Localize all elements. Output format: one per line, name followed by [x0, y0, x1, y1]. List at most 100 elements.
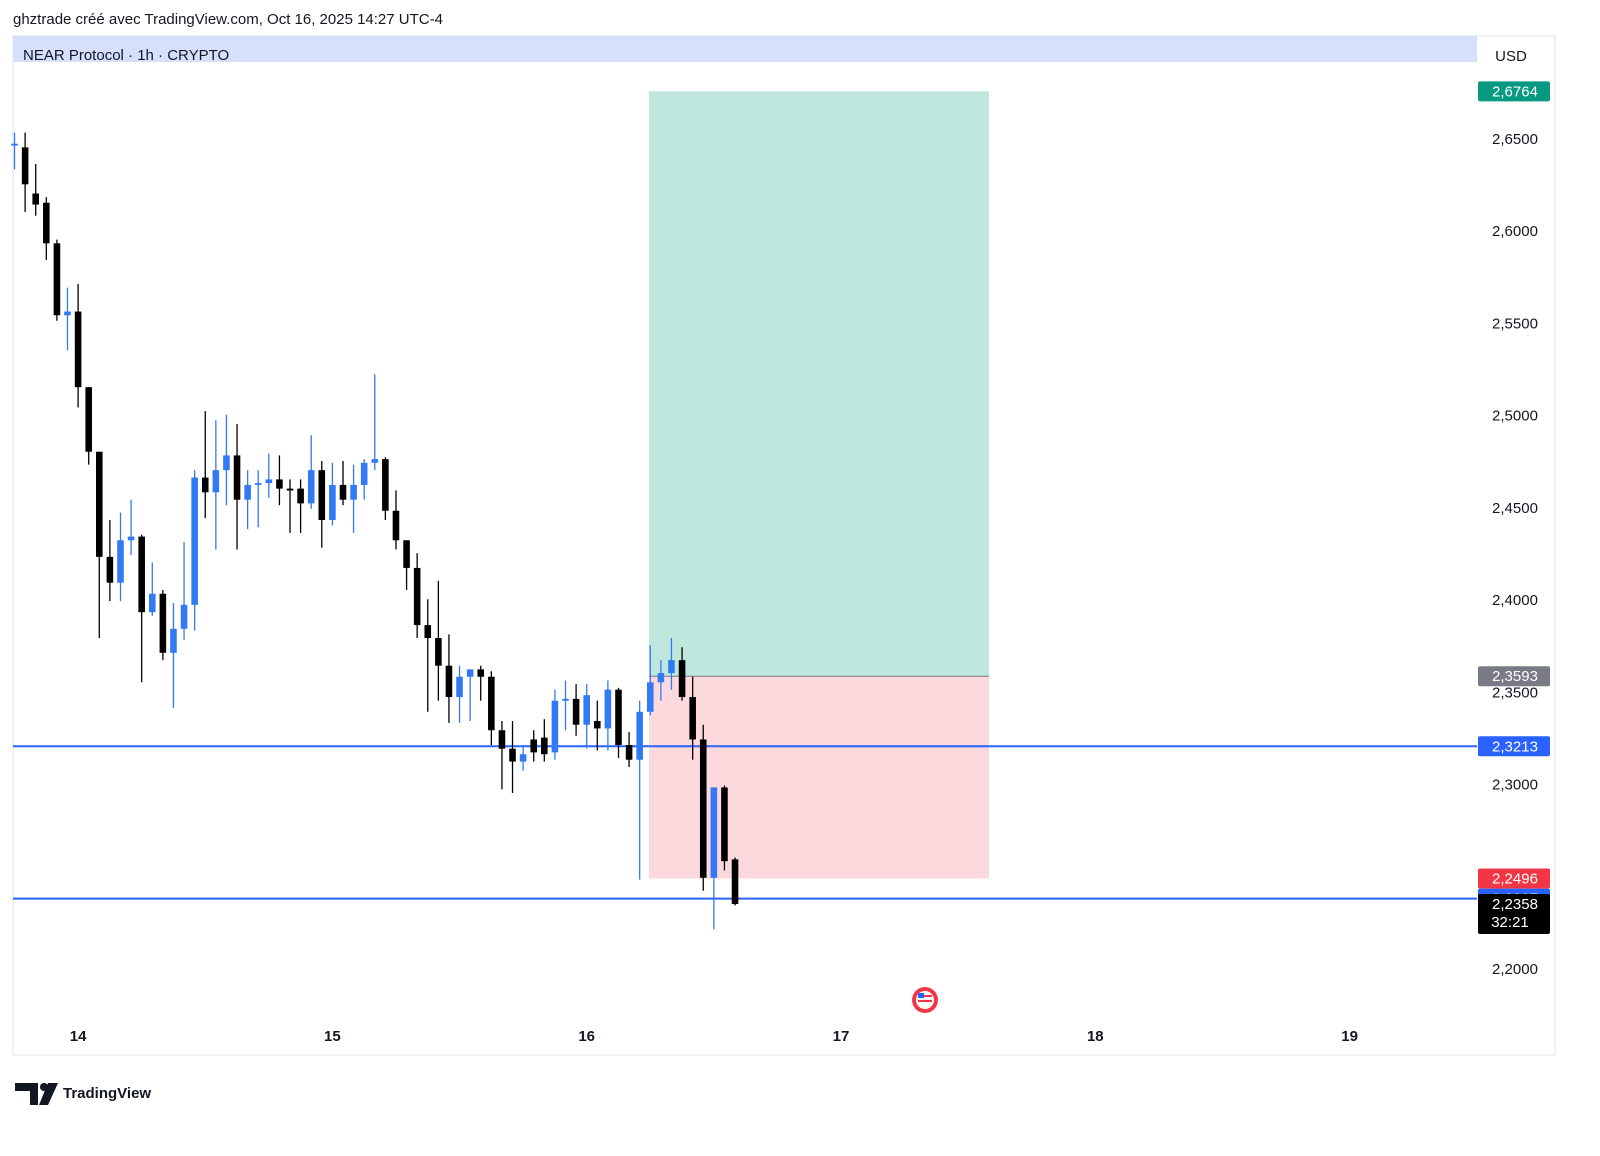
candle-body	[413, 567, 421, 626]
countdown: 32:21	[1491, 914, 1529, 931]
candle-body	[572, 698, 580, 725]
flag-stripe	[918, 995, 932, 997]
candle-body	[435, 638, 442, 666]
candle-body	[148, 593, 156, 613]
brand-name: TradingView	[63, 1085, 151, 1102]
y-tick-label: 2,6500	[1492, 131, 1538, 148]
candle-body	[201, 477, 209, 493]
logo-mark	[15, 1083, 38, 1105]
candle-body	[699, 739, 707, 878]
candle-body	[106, 556, 114, 583]
candle-body	[604, 689, 612, 729]
brand-logo	[15, 1083, 58, 1105]
y-tick-label: 2,3500	[1492, 684, 1538, 701]
candle-body	[466, 669, 474, 677]
candle-body	[170, 628, 177, 653]
x-tick-label: 18	[1087, 1028, 1104, 1045]
candle-body	[43, 202, 50, 244]
candle-body	[625, 744, 633, 760]
candle-body	[636, 711, 643, 760]
plot-layer: 2,6500 2,6000 2,5500 2,5000 2,4500 2,4000 2,35…	[11, 81, 1550, 1045]
candle-body	[64, 311, 71, 316]
candle-body	[265, 479, 273, 484]
candle-body	[488, 676, 495, 731]
last-price-label: 2,2358	[1492, 896, 1538, 913]
candle-body	[21, 147, 29, 185]
y-tick-label: 2,3000	[1492, 777, 1538, 794]
candle-body	[339, 484, 347, 500]
candle-body	[233, 455, 241, 500]
candle-body	[117, 540, 124, 583]
candle-body	[286, 488, 294, 491]
y-tick-label: 2,5500	[1492, 315, 1538, 332]
candle-body	[85, 387, 92, 452]
stop-badge	[1478, 868, 1550, 889]
line-price-label: 2,3213	[1492, 738, 1538, 755]
candle-body	[477, 669, 485, 677]
y-tick-label: 2,6000	[1492, 223, 1538, 240]
candle-body	[583, 695, 590, 725]
candle-body	[138, 536, 145, 613]
candle-body	[562, 698, 569, 701]
candle-body	[32, 193, 39, 205]
candle-body	[615, 689, 622, 745]
currency: USD	[1495, 48, 1527, 65]
candle-body	[646, 682, 654, 712]
symbol-title: NEAR Protocol · 1h · CRYPTO	[23, 47, 229, 64]
candle-body	[689, 697, 696, 740]
candle-body	[127, 536, 135, 541]
candle-body	[329, 484, 336, 520]
candle-body	[297, 488, 304, 504]
y-tick-label: 2,5000	[1492, 408, 1538, 425]
candle-body	[159, 593, 167, 653]
flag-canton	[918, 993, 924, 998]
stop-label: 2,2496	[1492, 871, 1538, 888]
candle-body	[95, 451, 103, 557]
target-label: 2,6764	[1492, 83, 1538, 100]
flag-stripe	[918, 1000, 932, 1002]
target-badge	[1478, 81, 1550, 102]
x-tick-label: 19	[1341, 1028, 1358, 1045]
candle-body	[657, 673, 665, 683]
candle-body	[371, 459, 379, 463]
x-tick-label: 16	[578, 1028, 595, 1045]
candle-body	[424, 625, 432, 639]
candle-body	[382, 459, 389, 511]
candle-body	[212, 470, 220, 493]
target-zone	[649, 91, 989, 677]
event-marker	[912, 987, 938, 1013]
candle-body	[350, 484, 357, 500]
candle-body	[180, 604, 188, 629]
candle-body	[53, 243, 61, 316]
logo-mark	[39, 1083, 58, 1105]
candle-body	[519, 754, 527, 762]
candle-body	[710, 787, 718, 878]
candle-body	[191, 477, 198, 605]
candle-body	[244, 484, 251, 500]
entry-badge	[1478, 666, 1550, 687]
y-tick-label: 2,4000	[1492, 592, 1538, 609]
candle-body	[403, 540, 410, 568]
candle-body	[498, 730, 506, 749]
x-tick-label: 14	[70, 1028, 87, 1045]
candle-body	[509, 748, 516, 762]
candle-body	[541, 737, 548, 755]
candle-body	[594, 721, 601, 729]
candle-body	[731, 859, 739, 904]
symbol-bar	[13, 36, 1477, 62]
candle-body	[721, 787, 728, 862]
last-price-badge	[1478, 893, 1550, 934]
candle-body	[276, 479, 283, 489]
attribution: ghztrade créé avec TradingView.com, Oct …	[13, 11, 443, 28]
position-layer	[649, 91, 989, 879]
candle-body	[456, 676, 463, 698]
y-tick-label: 2,2000	[1492, 961, 1538, 978]
candle-body	[223, 455, 230, 471]
candle-body	[678, 660, 686, 698]
candle-body	[360, 462, 368, 485]
candle-body	[307, 470, 315, 504]
candle-body	[74, 311, 82, 388]
candle-body	[392, 510, 400, 541]
candle-body	[530, 739, 538, 753]
